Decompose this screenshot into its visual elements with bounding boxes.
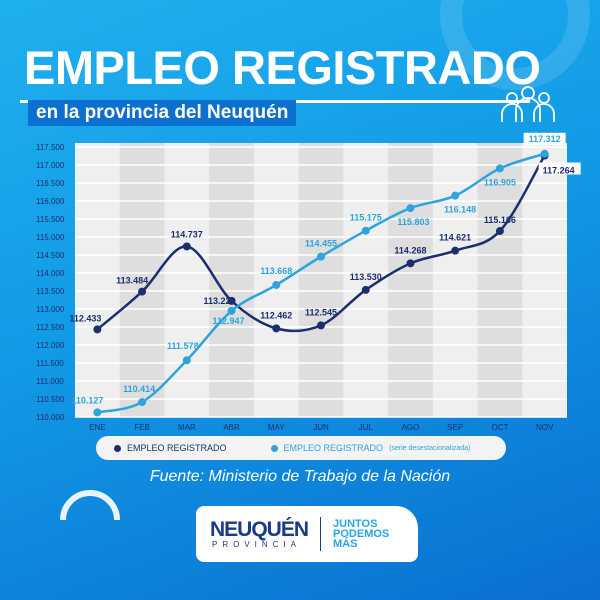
data-label: 114.268 [394, 245, 426, 255]
data-label: 117.264 [543, 165, 575, 175]
page-title: EMPLEO REGISTRADO [24, 41, 541, 94]
legend-marker [270, 444, 278, 452]
y-tick-label: 112.500 [36, 323, 65, 332]
data-point [495, 227, 504, 236]
column-band [388, 143, 433, 417]
data-point [317, 252, 325, 261]
column-band [298, 143, 344, 417]
y-tick-label: 115.000 [36, 233, 65, 242]
chart-legend: EMPLEO REGISTRADO EMPLEO REGISTRADO (seri… [96, 436, 506, 460]
y-tick-label: 117.500 [36, 143, 65, 152]
data-label: 114.455 [305, 239, 337, 249]
x-tick-label: JUL [359, 423, 374, 432]
data-label: 115.803 [397, 217, 429, 227]
y-tick-label: 113.500 [36, 287, 65, 296]
x-tick-label: NOV [536, 423, 554, 432]
data-label: 110.127 [71, 395, 103, 405]
column-band [477, 143, 523, 417]
x-tick-label: FEB [134, 423, 150, 432]
y-tick-label: 112.000 [36, 341, 65, 350]
y-tick-label: 116.500 [36, 179, 65, 188]
legend-item-registrado: EMPLEO REGISTRADO [114, 443, 227, 453]
data-label: 115.175 [350, 213, 382, 223]
slogan-line: MÁS [333, 538, 358, 550]
data-label: 112.545 [305, 307, 337, 317]
data-point [93, 325, 102, 334]
label-box [538, 162, 581, 175]
y-tick-label: 110.000 [36, 413, 65, 422]
y-tick-label: 113.000 [36, 305, 65, 314]
data-point [93, 408, 102, 417]
x-tick-label: ABR [223, 423, 240, 432]
y-tick-label: 114.500 [36, 251, 65, 260]
data-label: 116.148 [444, 205, 476, 215]
line-chart: ENE FEB MAR ABR MAY JUN JUL AGO SEP OCT NOV 110.000… [36, 132, 581, 432]
y-tick-label: 115.500 [36, 215, 65, 224]
data-label: 113.668 [260, 266, 292, 276]
x-tick-label: MAR [178, 423, 196, 432]
legend-note: (serie desestacionalizada) [389, 444, 471, 452]
data-point [182, 356, 191, 365]
data-label: 113.226 [204, 296, 236, 306]
y-tick-label: 114.000 [36, 269, 65, 278]
data-point [272, 324, 281, 333]
source-text: Fuente: Ministerio de Trabajo de la Naci… [149, 468, 451, 485]
x-tick-label: AGO [402, 423, 420, 432]
data-point [138, 287, 147, 296]
data-label: 112.947 [213, 316, 245, 326]
data-point [495, 164, 504, 173]
data-label: 115.166 [484, 215, 516, 225]
x-tick-label: OCT [491, 423, 508, 432]
data-label: 112.433 [69, 313, 101, 323]
people-icon [501, 86, 555, 122]
data-point [540, 149, 549, 158]
legend-marker [114, 444, 121, 452]
y-tick-label: 111.500 [36, 359, 64, 368]
x-tick-label: SEP [447, 423, 463, 432]
label-box [523, 132, 566, 145]
data-point [406, 204, 415, 213]
slogan-line: PODEMOS [333, 528, 390, 540]
data-label: 113.484 [116, 276, 148, 286]
column-band [119, 143, 165, 417]
data-point [451, 246, 460, 255]
data-point [182, 242, 191, 251]
data-label: 116.905 [484, 177, 516, 187]
y-tick-label: 117.000 [36, 161, 65, 170]
y-tick-label: 111.000 [36, 377, 64, 386]
decor-arc [60, 490, 120, 520]
data-point [317, 321, 325, 330]
data-label: 114.737 [171, 229, 203, 239]
data-label: 110.414 [123, 384, 155, 394]
data-label: 113.530 [350, 272, 382, 282]
x-tick-label: JUN [313, 423, 329, 432]
data-point [272, 280, 281, 289]
neuquen-logo: NEUQUÉN PROVINCIA JUNTOS PODEMOS MÁS [196, 506, 418, 562]
data-label: 112.462 [260, 310, 292, 320]
data-point [361, 226, 370, 235]
y-tick-label: 110.500 [36, 395, 65, 404]
data-point [227, 306, 236, 315]
logo-name: NEUQUÉN [210, 517, 309, 541]
logo-divider [320, 517, 322, 551]
data-point [361, 285, 370, 294]
legend-item-desestacionalizada: EMPLEO REGISTRADO (serie desestacionaliza… [241, 443, 471, 453]
slogan-line: JUNTOS [333, 518, 378, 530]
y-tick-label: 116.000 [36, 197, 65, 206]
legend-label: EMPLEO REGISTRADO [283, 443, 384, 453]
page-subtitle: en la provincia del Neuquén [28, 100, 297, 126]
x-tick-label: MAY [268, 423, 285, 432]
data-label: 111.578 [167, 341, 199, 351]
data-point [138, 398, 147, 407]
x-tick-label: ENE [89, 423, 105, 432]
logo-sub: PROVINCIA [212, 539, 302, 549]
data-label: 117.312 [529, 134, 561, 144]
data-point [451, 191, 460, 200]
data-point [406, 259, 415, 268]
data-label: 114.621 [439, 233, 471, 243]
legend-label: EMPLEO REGISTRADO [127, 443, 227, 453]
data-point [227, 296, 236, 305]
